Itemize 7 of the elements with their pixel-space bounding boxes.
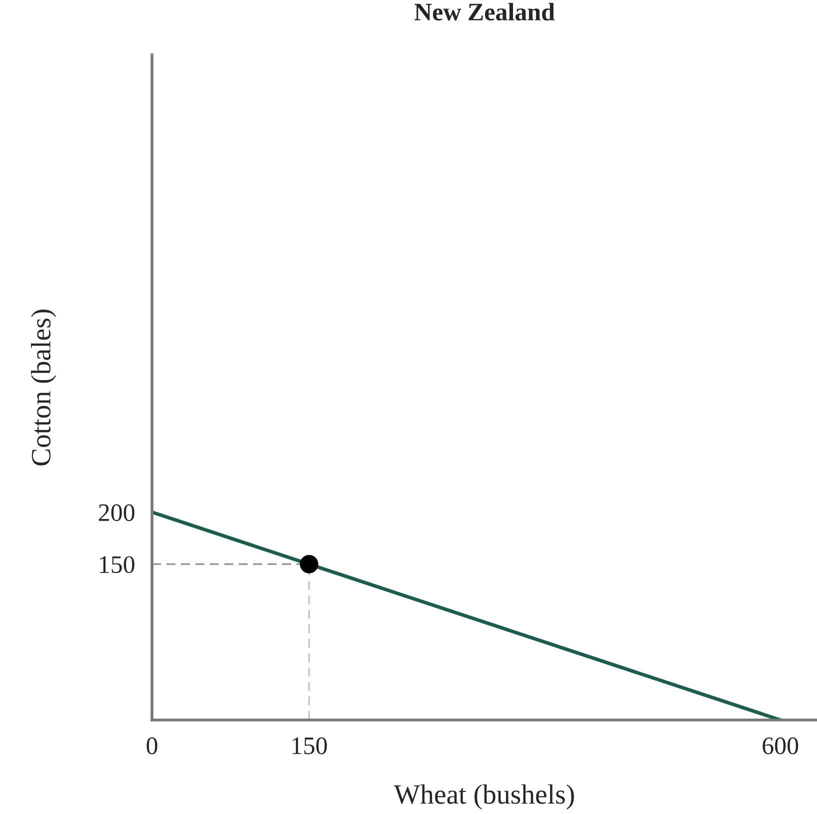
chart-title: New Zealand — [414, 2, 555, 21]
x-tick-label: 600 — [762, 737, 798, 754]
y-axis-title: Cotton (bales) — [30, 310, 56, 466]
x-tick-label: 0 — [146, 737, 158, 754]
y-tick-label: 200 — [98, 504, 134, 522]
x-axis-title: Wheat (bushels) — [394, 784, 574, 810]
x-tick-label: 150 — [292, 737, 327, 754]
